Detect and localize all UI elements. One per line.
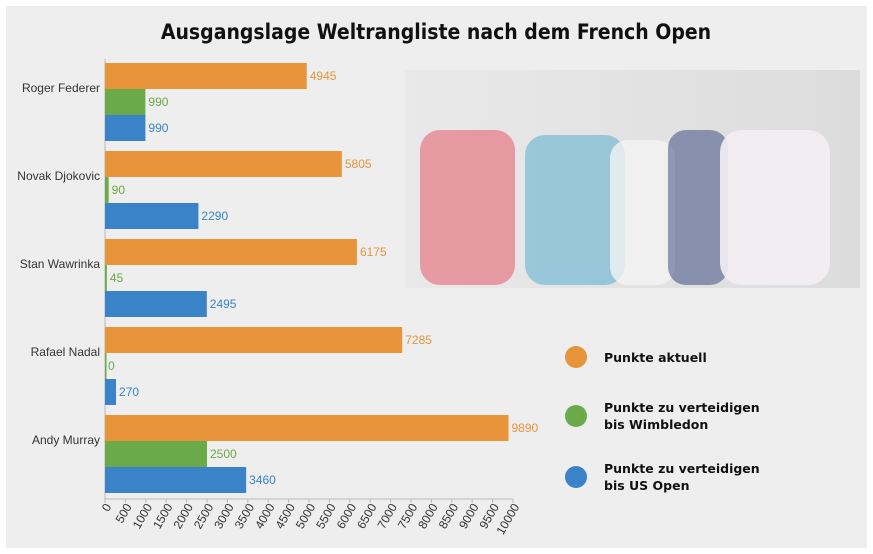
value-label: 2290 <box>201 209 228 223</box>
bar <box>105 89 146 115</box>
legend-swatch <box>565 466 587 488</box>
bar <box>105 415 509 441</box>
bar <box>105 115 146 141</box>
bar <box>105 265 107 291</box>
bar <box>105 441 207 467</box>
value-label: 2495 <box>210 297 237 311</box>
bar <box>105 327 403 353</box>
value-label: 3460 <box>249 473 276 487</box>
legend-label: Punkte aktuell <box>604 349 707 365</box>
photo-placeholder <box>405 70 860 288</box>
legend-swatch <box>565 405 587 427</box>
bar <box>105 177 109 203</box>
bar <box>105 379 117 405</box>
value-label: 990 <box>148 121 168 135</box>
legend-item: Punkte aktuell <box>565 336 765 376</box>
value-label: 2500 <box>210 447 237 461</box>
value-label: 90 <box>112 183 126 197</box>
value-label: 45 <box>110 271 124 285</box>
bar <box>105 239 357 265</box>
bar <box>105 151 342 177</box>
value-label: 990 <box>148 95 168 109</box>
category-label: Stan Wawrinka <box>20 257 101 271</box>
category-label: Novak Djokovic <box>17 169 100 183</box>
value-label: 0 <box>108 359 115 373</box>
bar <box>105 467 247 493</box>
bar <box>105 203 199 229</box>
value-label: 5805 <box>345 157 372 171</box>
value-label: 6175 <box>360 245 387 259</box>
legend-swatch <box>565 346 587 368</box>
category-label: Rafael Nadal <box>31 345 100 359</box>
bar <box>105 291 207 317</box>
value-label: 4945 <box>310 69 337 83</box>
category-label: Andy Murray <box>32 433 100 447</box>
bar <box>105 63 307 89</box>
value-label: 270 <box>119 385 139 399</box>
legend-label: Punkte zu verteidigen bis US Open <box>604 461 760 493</box>
legend-label: Punkte zu verteidigen bis Wimbledon <box>604 400 760 432</box>
value-label: 7285 <box>405 333 432 347</box>
value-label: 9890 <box>512 421 539 435</box>
legend-item: Punkte zu verteidigen bis US Open <box>565 456 765 496</box>
chart-title: Ausgangslage Weltrangliste nach dem Fren… <box>161 20 711 44</box>
category-label: Roger Federer <box>22 81 100 95</box>
bar <box>105 353 107 379</box>
legend-item: Punkte zu verteidigen bis Wimbledon <box>565 395 765 435</box>
